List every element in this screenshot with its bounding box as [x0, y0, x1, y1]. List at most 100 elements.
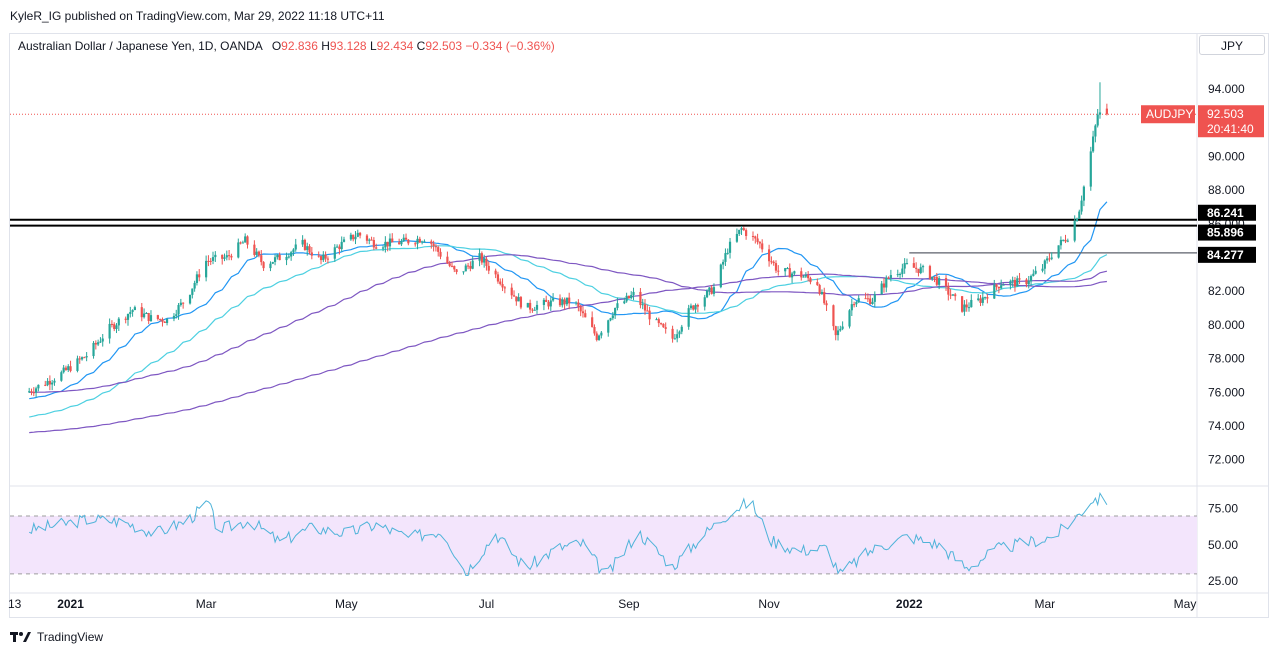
candle-body	[673, 338, 676, 340]
candle-body	[751, 235, 755, 237]
candle-body	[46, 380, 49, 386]
high-label: H	[321, 39, 330, 53]
candle-body	[616, 303, 619, 308]
candle-body	[257, 251, 261, 256]
candle-body	[437, 247, 440, 252]
rsi-line	[28, 491, 1108, 577]
price-tag-bg	[1198, 105, 1264, 138]
candle-body	[149, 315, 153, 322]
candle-body	[535, 304, 539, 310]
candle-body	[767, 249, 771, 262]
candle-body	[241, 242, 244, 244]
candle-body	[800, 271, 803, 278]
candle-body	[761, 243, 764, 250]
candle-body	[48, 380, 51, 385]
candle-body	[542, 299, 546, 305]
candle-body	[163, 321, 166, 323]
candle-body	[496, 274, 500, 282]
low-label: L	[369, 39, 377, 53]
candle-body	[133, 307, 136, 311]
candle-body	[342, 239, 346, 242]
candle-body	[156, 315, 159, 319]
candle-body	[1016, 278, 1019, 287]
candle-body	[499, 281, 502, 285]
chart-legend: Australian Dollar / Japanese Yen, 1D, OA…	[18, 39, 555, 53]
candle-body	[165, 318, 169, 323]
candle-body	[742, 228, 745, 231]
candle-body	[758, 242, 762, 244]
candle-body	[949, 294, 952, 296]
candle-body	[76, 358, 79, 371]
currency-button[interactable]: JPY	[1199, 35, 1265, 55]
rsi-axis-tick-label: 50.00	[1208, 538, 1238, 552]
candle-body	[487, 265, 490, 271]
candle-body	[841, 326, 844, 329]
candle-body	[597, 335, 601, 340]
candle-body	[1029, 275, 1033, 282]
candle-body	[836, 330, 840, 336]
candle-body	[917, 268, 920, 274]
candle-body	[632, 291, 635, 296]
candle-body	[448, 263, 451, 266]
level-tag-bg	[1198, 224, 1256, 241]
candle-body	[777, 270, 780, 272]
candle-body	[896, 274, 899, 276]
candle-body	[37, 384, 40, 389]
candle-body	[372, 240, 375, 248]
time-axis-tick-label: Sep	[618, 597, 640, 611]
candle-body	[1064, 239, 1067, 242]
candle-body	[1059, 239, 1063, 246]
candle-body	[418, 238, 421, 243]
candle-body	[69, 366, 72, 371]
candle-body	[205, 260, 208, 278]
candle-body	[179, 302, 182, 306]
candle-body	[239, 242, 242, 244]
candle-body	[381, 247, 385, 249]
candle-body	[480, 253, 483, 263]
candle-body	[898, 274, 902, 276]
candle-body	[869, 298, 872, 305]
candle-body	[738, 229, 741, 234]
candle-body	[356, 232, 359, 237]
candle-body	[1041, 268, 1044, 271]
candle-body	[99, 341, 102, 343]
candle-body	[547, 301, 550, 307]
candle-body	[719, 264, 722, 288]
candle-body	[30, 391, 33, 393]
candle-body	[338, 246, 341, 250]
candle-body	[260, 255, 263, 263]
candle-body	[1048, 258, 1051, 260]
candle-body	[228, 255, 231, 257]
candle-body	[545, 299, 548, 302]
candle-body	[326, 258, 330, 260]
candle-body	[191, 288, 194, 295]
candle-body	[724, 253, 727, 262]
candle-body	[1034, 270, 1037, 274]
candle-body	[159, 318, 162, 320]
candle-body	[889, 275, 892, 278]
price-axis-tick-label: 74.000	[1208, 419, 1245, 433]
candle-body	[921, 266, 925, 268]
high-value: 93.128	[329, 39, 367, 53]
candle-body	[278, 254, 281, 261]
candle-body	[519, 297, 523, 308]
candle-body	[784, 268, 787, 272]
footer-brand: TradingView	[10, 630, 103, 644]
candle-body	[317, 255, 320, 257]
candle-body	[680, 326, 683, 332]
candle-body	[1062, 239, 1065, 241]
candle-body	[643, 304, 647, 311]
candle-body	[51, 382, 54, 385]
close-label: C	[416, 39, 426, 53]
candle-body	[336, 246, 339, 248]
price-axis-tick-label: 90.000	[1208, 149, 1245, 163]
candle-body	[182, 302, 185, 304]
candle-body	[993, 284, 996, 299]
candle-body	[501, 284, 504, 288]
candle-body	[126, 314, 130, 320]
candle-body	[809, 278, 812, 283]
open-label: O	[271, 39, 282, 53]
candle-body	[430, 241, 433, 244]
candle-body	[983, 297, 987, 299]
